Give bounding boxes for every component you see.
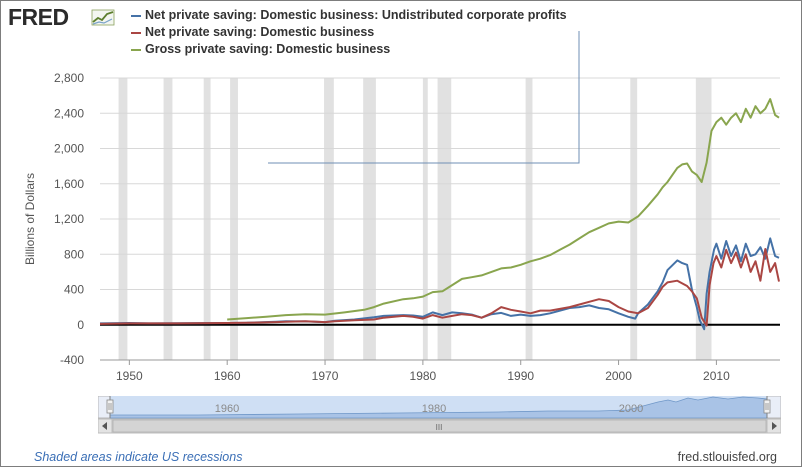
arrow-left-icon [102, 422, 107, 430]
legend-label: Net private saving: Domestic business [145, 25, 375, 39]
y-tick-label: 2,000 [54, 142, 84, 156]
range-navigator[interactable]: 1960 1980 2000 III [98, 396, 781, 434]
y-tick-label: 400 [64, 283, 84, 297]
arrow-right-icon [772, 422, 777, 430]
x-tick-label: 1980 [410, 369, 437, 383]
y-tick-label: -400 [60, 353, 84, 367]
x-tick-label: 1950 [116, 369, 143, 383]
navigator-right-handle[interactable] [763, 399, 771, 414]
legend-item[interactable]: Net private saving: Domestic business: U… [131, 7, 567, 24]
legend-item[interactable]: Net private saving: Domestic business [131, 24, 567, 41]
chart-legend: Net private saving: Domestic business: U… [131, 7, 567, 58]
series-line [227, 98, 780, 321]
legend-swatch [131, 32, 141, 34]
legend-swatch [131, 49, 141, 51]
series-line [99, 237, 780, 331]
source-link[interactable]: fred.stlouisfed.org [677, 450, 777, 464]
navigator-series-area [109, 396, 768, 419]
x-tick-label: 1990 [507, 369, 534, 383]
legend-swatch [131, 15, 141, 17]
y-tick-label: 0 [77, 318, 84, 332]
navigator-label: 1960 [215, 403, 239, 415]
y-tick-label: 800 [64, 247, 84, 261]
scrollbar-thumb[interactable] [112, 419, 767, 433]
recession-note: Shaded areas indicate US recessions [34, 450, 243, 464]
navigator-scrollbar[interactable]: III [98, 418, 781, 434]
legend-label: Gross private saving: Domestic business [145, 42, 391, 56]
navigator-label: 1980 [422, 403, 446, 415]
y-tick-label: 2,400 [54, 106, 84, 120]
legend-label: Net private saving: Domestic business: U… [145, 8, 567, 22]
fred-logo-text: FRED [8, 4, 69, 30]
series-line [99, 248, 780, 327]
scrollbar-grip-icon: III [436, 423, 443, 432]
graph-icon [91, 9, 115, 26]
y-tick-label: 1,200 [54, 212, 84, 226]
legend-item[interactable]: Gross private saving: Domestic business [131, 41, 567, 58]
x-tick-label: 2000 [605, 369, 632, 383]
fred-logo: FRED [8, 4, 115, 30]
x-tick-label: 1970 [312, 369, 339, 383]
legend-box-border [268, 31, 580, 164]
y-tick-label: 2,800 [54, 71, 84, 85]
navigator-label: 2000 [619, 403, 643, 415]
x-tick-label: 2010 [703, 369, 730, 383]
y-axis-title: Billions of Dollars [23, 173, 37, 265]
navigator-left-handle[interactable] [106, 399, 114, 414]
x-tick-label: 1960 [214, 369, 241, 383]
y-tick-label: 1,600 [54, 177, 84, 191]
